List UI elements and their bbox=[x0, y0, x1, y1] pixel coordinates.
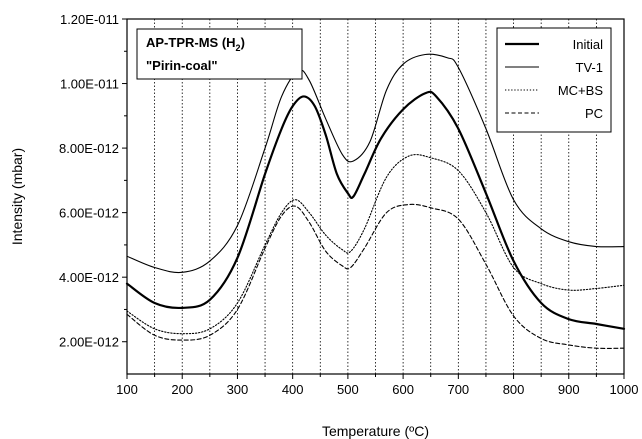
x-axis-title: Temperature (ºC) bbox=[322, 423, 429, 439]
legend-label: Initial bbox=[573, 37, 603, 52]
x-tick-label: 100 bbox=[116, 382, 138, 397]
series-line-tv-1 bbox=[126, 53, 625, 274]
x-tick-label: 200 bbox=[171, 382, 193, 397]
x-tick-label: 900 bbox=[558, 382, 580, 397]
x-tick-label: 700 bbox=[447, 382, 469, 397]
legend-label: TV-1 bbox=[576, 60, 603, 75]
series-group bbox=[125, 53, 626, 349]
annotation-title-subscript: 2 bbox=[236, 43, 241, 53]
annotation-title: AP-TPR-MS (H2) bbox=[146, 35, 245, 53]
y-tick-label: 8.00E-012 bbox=[59, 141, 119, 156]
legend-frame bbox=[496, 27, 612, 133]
legend: Initial TV-1 MC+BS PC bbox=[496, 27, 612, 133]
y-tick-label: 1.00E-011 bbox=[60, 77, 119, 92]
legend-label: PC bbox=[585, 106, 603, 121]
y-axis-title: Intensity (mbar) bbox=[9, 148, 25, 245]
y-axis-ticks: 2.00E-012 4.00E-012 6.00E-012 8.00E-012 1.00… bbox=[59, 12, 127, 350]
series-line-pc bbox=[126, 203, 625, 349]
x-tick-label: 800 bbox=[503, 382, 525, 397]
annotation-frame bbox=[136, 28, 303, 80]
legend-label: MC+BS bbox=[558, 83, 603, 98]
x-tick-label: 300 bbox=[227, 382, 249, 397]
series-line-initial bbox=[125, 90, 626, 330]
x-tick-label: 600 bbox=[392, 382, 414, 397]
x-axis-ticks: 100 200 300 400 500 600 700 800 900 1000 bbox=[116, 374, 638, 397]
y-tick-label: 2.00E-012 bbox=[59, 335, 119, 350]
x-tick-label: 400 bbox=[282, 382, 304, 397]
annotation-sample: "Pirin-coal" bbox=[146, 58, 218, 73]
series-line-mc-bs bbox=[126, 154, 625, 335]
x-tick-label: 500 bbox=[337, 382, 359, 397]
annotation-title-end: ) bbox=[241, 35, 245, 50]
y-tick-label: 6.00E-012 bbox=[59, 206, 119, 221]
y-tick-label: 1.20E-011 bbox=[60, 12, 119, 27]
annotation-box: AP-TPR-MS (H2) "Pirin-coal" bbox=[136, 28, 303, 80]
annotation-title-main: AP-TPR-MS (H bbox=[146, 35, 236, 50]
x-tick-label: 1000 bbox=[610, 382, 639, 397]
y-tick-label: 4.00E-012 bbox=[59, 270, 119, 285]
